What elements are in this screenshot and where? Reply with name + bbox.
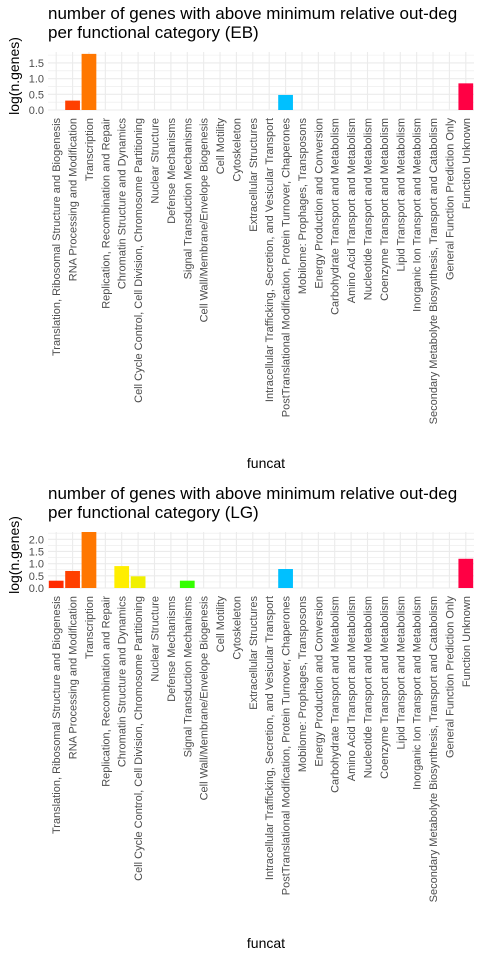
x-tick-label: Replication, Recombination and Repair (100, 118, 112, 309)
x-tick-label: Inorganic Ion Transport and Metabolism (412, 596, 424, 790)
x-axis-title: funcat (247, 455, 285, 471)
x-tick-label: Mobilome: Prophages, Transposons (297, 596, 309, 773)
y-tick-label: 0.0 (29, 583, 44, 595)
x-tick-label: Nucleotide Transport and Metabolism (363, 596, 375, 778)
x-tick-label: Transcription (84, 596, 96, 659)
x-tick-label: Nuclear Structure (150, 118, 162, 204)
x-tick-label: Cell Motility (215, 596, 227, 653)
y-axis-title: log(n.genes) (6, 516, 22, 594)
x-tick-label: Cell Wall/Membrane/Envelope Biogenesis (199, 596, 211, 801)
chart-panel-lg: number of genes with above minimum relat… (0, 480, 480, 960)
x-tick-label: General Function Prediction Only (444, 596, 456, 759)
bar-chart-eb: 0.0 0.5 1.0 1.5 Translation, Ribosomal Struc… (6, 37, 474, 471)
y-tick-label: 2.0 (29, 534, 44, 546)
x-tick-label: Amino Acid Transport and Metabolism (346, 596, 358, 781)
chart-title-line-2: per functional category (EB) (48, 23, 259, 42)
bar (130, 576, 146, 588)
x-tick-label: Coenzyme Transport and Metabolism (379, 118, 391, 301)
x-tick-label: Mobilome: Prophages, Transposons (297, 118, 309, 295)
x-tick-label: Chromatin Structure and Dynamics (117, 118, 129, 290)
y-tick-label: 1.0 (29, 559, 44, 571)
x-tick-label: Inorganic Ion Transport and Metabolism (412, 118, 424, 312)
x-tick-label: Function Unknown (461, 596, 473, 687)
y-tick-label: 0.0 (29, 105, 44, 117)
x-tick-label: Translation, Ribosomal Structure and Bio… (51, 118, 63, 357)
x-tick-label: Cell Wall/Membrane/Envelope Biogenesis (199, 118, 211, 323)
bar (65, 100, 80, 110)
x-tick-label: Replication, Recombination and Repair (100, 596, 112, 787)
bar (48, 580, 64, 588)
x-tick-label: General Function Prediction Only (444, 118, 456, 281)
x-tick-label: Nucleotide Transport and Metabolism (363, 118, 375, 300)
y-tick-label: 0.5 (29, 89, 44, 101)
bar (65, 570, 80, 588)
x-tick-label: Secondary Metabolyte Biosynthesis, Trans… (428, 596, 440, 902)
y-axis-title: log(n.genes) (6, 37, 22, 115)
gridlines (48, 52, 474, 111)
chart-panel-eb: number of genes with above minimum relat… (6, 4, 474, 471)
y-tick-label: 1.0 (29, 74, 44, 86)
x-tick-label: Carbohydrate Transport and Metabolism (330, 596, 342, 793)
x-tick-label: Secondary Metabolyte Biosynthesis, Trans… (428, 118, 440, 424)
x-tick-label: Carbohydrate Transport and Metabolism (330, 118, 342, 315)
x-tick-label: Extracellular Structures (248, 118, 260, 232)
x-tick-label: Energy Production and Conversion (313, 118, 325, 289)
x-tick-label: Intracellular Trafficking, Secretion, an… (264, 118, 276, 402)
x-tick-label: Cytoskeleton (231, 596, 243, 660)
x-tick-label: Translation, Ribosomal Structure and Bio… (51, 596, 63, 835)
x-tick-label: Coenzyme Transport and Metabolism (379, 596, 391, 779)
y-tick-label: 1.5 (29, 546, 44, 558)
x-tick-label: Defense Mechanisms (166, 118, 178, 224)
x-tick-label: Intracellular Trafficking, Secretion, an… (264, 596, 276, 880)
chart-title: number of genes with above minimum relat… (48, 484, 457, 522)
x-tick-label: Amino Acid Transport and Metabolism (346, 118, 358, 303)
bar (114, 566, 130, 588)
bar (81, 532, 97, 588)
x-tick-label: RNA Processing and Modification (68, 596, 80, 759)
x-tick-label: RNA Processing and Modification (68, 118, 80, 281)
y-tick-label: 0.5 (29, 571, 44, 583)
bar (458, 83, 474, 110)
x-tick-label: Defense Mechanisms (166, 596, 178, 702)
y-tick-label: 1.5 (29, 58, 44, 70)
bar (81, 53, 97, 110)
x-tick-label: PostTranslational Modification, Protein … (281, 118, 293, 418)
x-tick-label: Transcription (84, 118, 96, 181)
bar (458, 558, 474, 588)
bar-chart-lg: 0.00.51.01.52.0 Translation, Ribosomal St… (6, 516, 474, 951)
x-axis-title: funcat (247, 935, 285, 951)
x-tick-label: PostTranslational Modification, Protein … (281, 596, 293, 896)
x-tick-label: Chromatin Structure and Dynamics (117, 596, 129, 768)
chart-title-line-1: number of genes with above minimum relat… (48, 4, 458, 23)
gridlines (48, 532, 474, 589)
x-tick-label: Energy Production and Conversion (313, 596, 325, 767)
chart-title-line-1: number of genes with above minimum relat… (48, 484, 458, 503)
bar (179, 580, 195, 588)
x-tick-label: Lipid Transport and Metabolism (395, 596, 407, 749)
x-tick-label: Lipid Transport and Metabolism (395, 118, 407, 271)
x-tick-label: Signal Transduction Mechanisms (182, 118, 194, 280)
chart-title: number of genes with above minimum relat… (48, 4, 457, 42)
x-tick-label: Cell Cycle Control, Cell Division, Chrom… (133, 118, 145, 403)
x-tick-label: Nuclear Structure (150, 596, 162, 682)
bar (278, 569, 293, 588)
x-tick-label: Cell Cycle Control, Cell Division, Chrom… (133, 596, 145, 881)
x-tick-label: Cell Motility (215, 118, 227, 175)
bar (278, 94, 293, 110)
chart-title-line-2: per functional category (LG) (48, 503, 259, 522)
x-tick-label: Function Unknown (461, 118, 473, 209)
x-tick-label: Cytoskeleton (231, 118, 243, 182)
x-tick-label: Signal Transduction Mechanisms (182, 596, 194, 758)
x-tick-label: Extracellular Structures (248, 596, 260, 710)
